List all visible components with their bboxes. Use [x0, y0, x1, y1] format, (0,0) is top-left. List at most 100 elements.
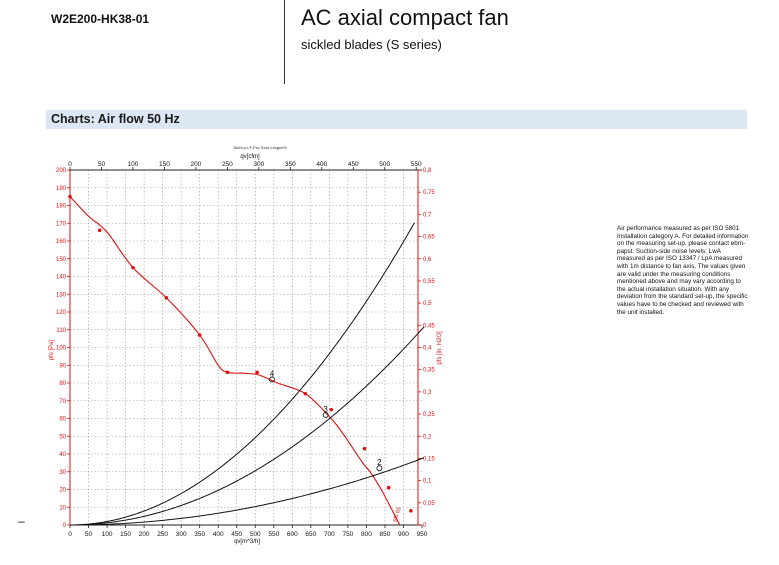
air-flow-chart: 0102030405060708090100110120130140150160… [49, 145, 443, 545]
bottom-tick-label: 300 [176, 531, 187, 538]
right-tick-label: 0,55 [423, 279, 435, 285]
top-tick-label: 0 [68, 161, 72, 168]
fan-curve-marker [68, 194, 72, 199]
bottom-tick-label: 200 [139, 531, 150, 538]
left-axis-label: pfs [Pa] [49, 339, 55, 360]
bottom-tick-label: 450 [231, 531, 242, 538]
left-tick-label: 60 [59, 417, 66, 423]
bottom-tick-label: 750 [342, 531, 353, 538]
right-axis-label: pfs [in. H2O] [437, 331, 443, 365]
right-tick-label: 0,35 [423, 368, 435, 374]
bottom-tick-label: 650 [305, 531, 316, 538]
chart-title: Dicht p-l-F-Fxx Sxxx Lxxgxx% [233, 145, 287, 150]
section-band [46, 110, 747, 129]
right-tick-label: 0,1 [423, 479, 432, 485]
left-tick-label: 20 [59, 488, 66, 494]
top-tick-label: 250 [222, 161, 233, 168]
left-tick-label: 150 [56, 257, 67, 263]
bottom-tick-label: 550 [268, 531, 279, 538]
left-tick-label: 90 [59, 363, 66, 369]
bottom-tick-label: 850 [380, 531, 391, 538]
right-tick-label: 0,7 [423, 212, 432, 218]
bottom-tick-label: 900 [398, 531, 409, 538]
bottom-tick-label: 0 [68, 531, 72, 538]
operating-point-marker [376, 465, 383, 472]
left-tick-label: 190 [56, 186, 67, 192]
fan-curve-marker [225, 370, 230, 375]
right-tick-label: 0,45 [423, 323, 435, 329]
fan-curve-marker [362, 446, 367, 451]
left-tick-label: 110 [56, 328, 66, 334]
left-tick-label: 50 [59, 434, 66, 440]
bottom-tick-label: 150 [120, 531, 131, 538]
left-tick-label: 80 [59, 381, 66, 387]
top-tick-label: 300 [253, 161, 264, 168]
fan-curve-marker [197, 333, 202, 337]
bottom-tick-label: 250 [157, 531, 168, 538]
left-tick-label: 10 [59, 505, 66, 511]
top-tick-label: 200 [190, 161, 201, 168]
operating-point-marker [322, 412, 329, 418]
left-tick-label: 160 [56, 239, 67, 245]
fan-curve-marker [303, 391, 308, 396]
fan-curve-label: pfs 65 [392, 507, 403, 523]
top-tick-label: 400 [316, 161, 327, 168]
right-tick-label: 0,65 [423, 235, 435, 241]
right-tick-label: 0,5 [423, 301, 432, 307]
page-subtitle: sickled blades (S series) [301, 37, 442, 52]
chart-axes: 0102030405060708090100110120130140150160… [56, 161, 435, 538]
bottom-tick-label: 50 [85, 531, 93, 538]
left-tick-label: 40 [59, 452, 66, 458]
system-curve-2 [70, 326, 425, 526]
left-tick-label: 200 [56, 168, 67, 174]
right-tick-label: 0,4 [423, 346, 432, 352]
bottom-tick-label: 950 [417, 531, 428, 538]
fan-curve-marker [131, 265, 135, 270]
system-curve-1 [70, 222, 416, 526]
chart-series: pfs 65 4 3 2 [68, 194, 425, 526]
right-tick-label: 0,2 [423, 434, 432, 440]
bottom-tick-label: 350 [194, 531, 205, 538]
bottom-tick-label: 700 [324, 531, 335, 538]
fan-curve [69, 196, 401, 526]
fan-curve-marker [164, 296, 169, 300]
model-number: W2E200-HK38-01 [51, 12, 150, 26]
left-tick-label: 0 [63, 523, 67, 529]
top-tick-label: 350 [285, 161, 296, 168]
fan-curve-marker [409, 509, 413, 513]
right-tick-label: 0 [423, 523, 427, 529]
right-tick-label: 0,15 [423, 456, 435, 462]
fan-curve-marker [97, 228, 102, 233]
top-tick-label: 150 [159, 161, 170, 168]
fan-curve-marker [255, 370, 259, 375]
bottom-tick-label: 500 [250, 531, 261, 538]
top-tick-label: 500 [379, 161, 390, 168]
left-tick-label: 170 [56, 221, 67, 227]
bottom-tick-label: 400 [213, 531, 224, 538]
top-tick-label: 550 [411, 161, 422, 168]
measurement-note: Air performance measured as per ISO 5801… [617, 225, 749, 316]
left-tick-label: 70 [59, 399, 66, 405]
bottom-tick-label: 100 [102, 531, 113, 538]
top-tick-label: 100 [128, 161, 139, 168]
operating-point-label: 3 [323, 405, 328, 414]
operating-point-marker [269, 376, 275, 383]
top-tick-label: 450 [348, 161, 359, 168]
right-tick-label: 0,05 [423, 501, 435, 507]
bottom-axis-label: qv[m^3/h] [234, 539, 260, 545]
top-tick-label: 50 [98, 161, 106, 168]
left-tick-label: 130 [56, 292, 67, 298]
left-tick-label: 120 [56, 310, 67, 316]
system-curve-3 [70, 457, 425, 526]
right-tick-label: 0,6 [423, 257, 432, 263]
right-tick-label: 0,75 [423, 190, 435, 196]
left-tick-label: 140 [56, 275, 67, 281]
fan-curve-marker [386, 485, 391, 490]
right-tick-label: 0,25 [423, 412, 435, 418]
header-divider [284, 0, 285, 84]
page-title: AC axial compact fan [301, 5, 509, 30]
bottom-tick-label: 600 [287, 531, 298, 538]
right-tick-label: 0,8 [423, 168, 432, 174]
left-tick-label: 100 [56, 346, 67, 352]
right-tick-label: 0,3 [423, 390, 432, 396]
